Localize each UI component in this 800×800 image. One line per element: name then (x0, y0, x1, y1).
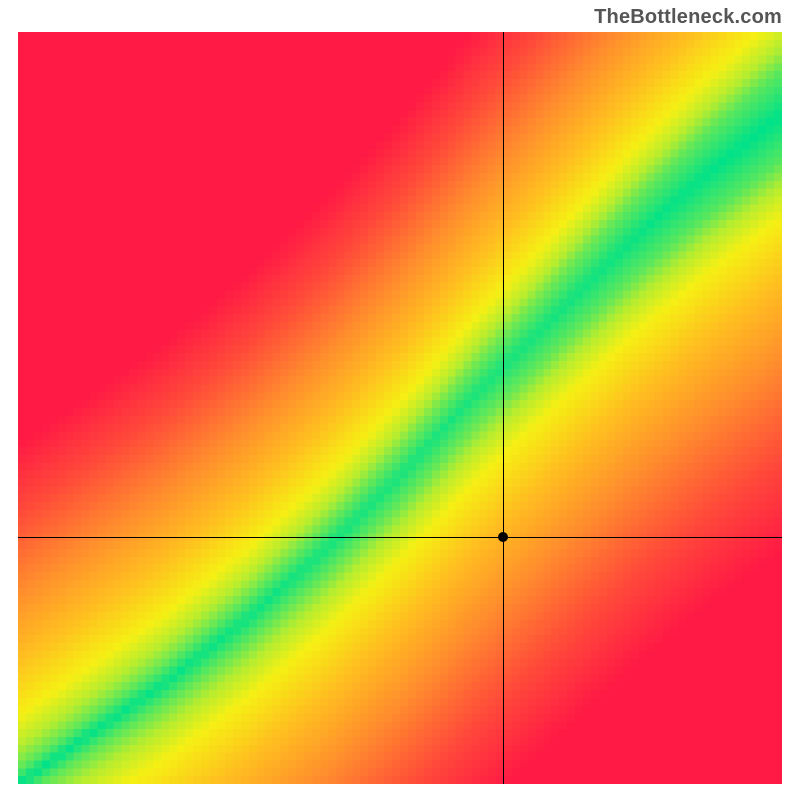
crosshair-vertical (503, 32, 504, 784)
heatmap-canvas (18, 32, 782, 784)
heatmap-plot (18, 32, 782, 784)
chart-container: TheBottleneck.com (0, 0, 800, 800)
crosshair-horizontal (18, 537, 782, 538)
crosshair-marker (498, 532, 508, 542)
watermark-text: TheBottleneck.com (594, 6, 782, 29)
